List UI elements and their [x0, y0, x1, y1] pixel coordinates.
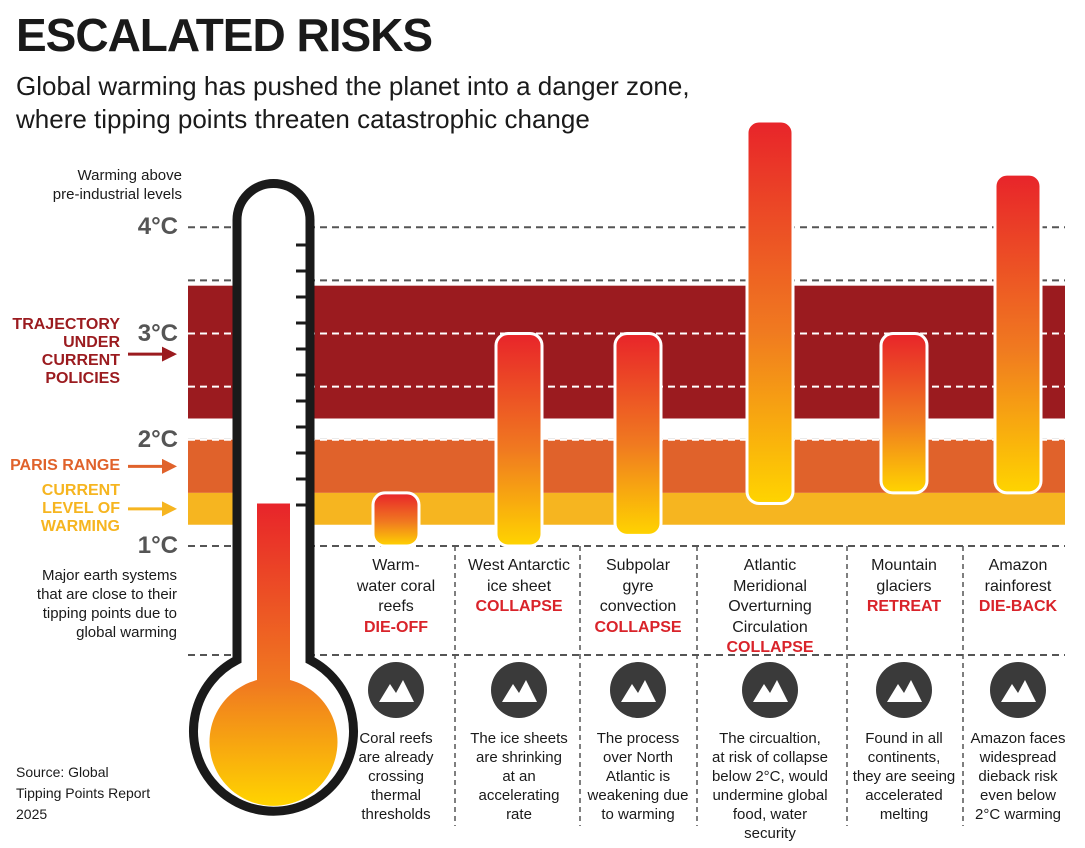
system-name: Amazon rainforest DIE-BACK: [956, 556, 1080, 618]
band-label: TRAJECTORY UNDER CURRENT POLICIES: [12, 316, 120, 388]
description: Found in all continents, they are seeing…: [852, 730, 956, 823]
title: ESCALATED RISKS: [16, 9, 433, 61]
impact-label: RETREAT: [866, 598, 942, 615]
subtitle: Global warming has pushed the planet int…: [16, 71, 690, 134]
system-name: Mountain glaciers RETREAT: [842, 556, 966, 618]
system-label: West Antarctic ice sheet: [468, 557, 570, 595]
system-label: Subpolar gyre convection: [599, 557, 677, 615]
description: Coral reefs are already crossing thermal…: [358, 730, 434, 823]
system-label: Amazon rainforest: [984, 557, 1052, 595]
icon: [368, 662, 424, 718]
range-bar: [613, 332, 663, 537]
icon-glyph: [1001, 680, 1036, 702]
y-tick-label: 3°C: [137, 319, 178, 347]
band-label: CURRENT LEVEL OF WARMING: [40, 481, 120, 535]
description: Amazon faces widespread dieback risk eve…: [970, 730, 1066, 823]
icon: [876, 662, 932, 718]
range-bar: [745, 119, 795, 505]
system-label: Mountain glaciers: [871, 557, 937, 595]
description: The ice sheets are shrinking at an accel…: [470, 730, 568, 823]
system-label: Warm- water coral reefs: [356, 557, 436, 615]
system-label: Atlantic Meridional Overturning Circulat…: [728, 557, 812, 636]
icon-glyph: [887, 680, 922, 702]
icon-glyph: [379, 680, 414, 702]
band-label: PARIS RANGE: [10, 457, 120, 475]
range-bar: [494, 332, 544, 548]
impact-label: COLLAPSE: [475, 598, 563, 615]
system-name: Warm- water coral reefs DIE-OFF: [334, 556, 458, 638]
source: Source: Global Tipping Points Report 202…: [16, 764, 151, 822]
description: The process over North Atlantic is weake…: [587, 730, 689, 823]
thermometer-mercury: [209, 503, 338, 806]
impact-label: DIE-BACK: [978, 598, 1058, 615]
description: The circualtion, at risk of collapse bel…: [711, 730, 829, 842]
y-tick-label: 4°C: [137, 213, 178, 241]
impact-label: COLLAPSE: [726, 639, 814, 656]
icon-glyph: [502, 680, 537, 702]
thermometer: [189, 179, 358, 816]
y-tick-label: 1°C: [137, 532, 178, 559]
icon: [610, 662, 666, 718]
systems-intro: Major earth systems that are close to th…: [36, 567, 177, 641]
system-name: Atlantic Meridional Overturning Circulat…: [708, 556, 832, 659]
y-tick-label: 2°C: [137, 425, 178, 453]
range-bar: [371, 491, 421, 548]
icon: [742, 662, 798, 718]
range-bar: [879, 332, 929, 495]
icon: [491, 662, 547, 718]
icon-glyph: [621, 680, 656, 702]
icon: [990, 662, 1046, 718]
impact-label: DIE-OFF: [364, 618, 428, 636]
y-axis-label: Warming above pre-industrial levels: [52, 167, 182, 203]
system-name: West Antarctic ice sheet COLLAPSE: [457, 556, 581, 618]
range-bar: [993, 172, 1043, 495]
system-name: Subpolar gyre convection COLLAPSE: [576, 556, 700, 638]
icon-glyph: [753, 680, 788, 702]
impact-label: COLLAPSE: [594, 618, 682, 636]
